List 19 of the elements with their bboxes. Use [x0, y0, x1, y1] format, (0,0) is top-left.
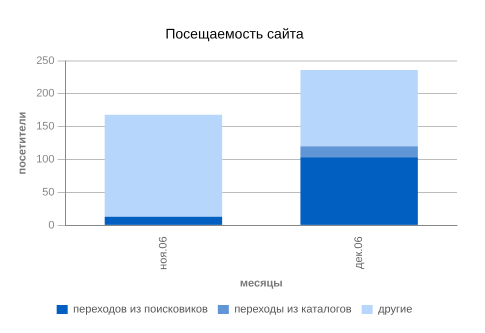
x-axis-title: месяцы [240, 277, 283, 290]
bar [104, 216, 222, 225]
y-tick-label: 0 [48, 219, 55, 232]
y-tick-label: 200 [36, 88, 55, 100]
legend-label: другие [378, 304, 412, 316]
y-tick-label: 150 [36, 120, 55, 133]
y-axis-title: посетители [16, 112, 29, 174]
bar [300, 158, 418, 225]
bar [300, 146, 418, 158]
legend-label: переходов из поисковиков [73, 304, 208, 316]
bar [104, 114, 222, 217]
bar [300, 70, 418, 146]
x-tick-label: дек.06 [353, 236, 366, 269]
x-tick-label: ноя.06 [157, 236, 170, 270]
y-tick-label: 50 [42, 186, 55, 198]
chart-title: Посещаемость сайта [165, 25, 304, 42]
y-tick-label: 250 [36, 54, 55, 67]
legend-label: переходы из каталогов [234, 304, 352, 316]
y-tick-label: 100 [36, 154, 55, 166]
